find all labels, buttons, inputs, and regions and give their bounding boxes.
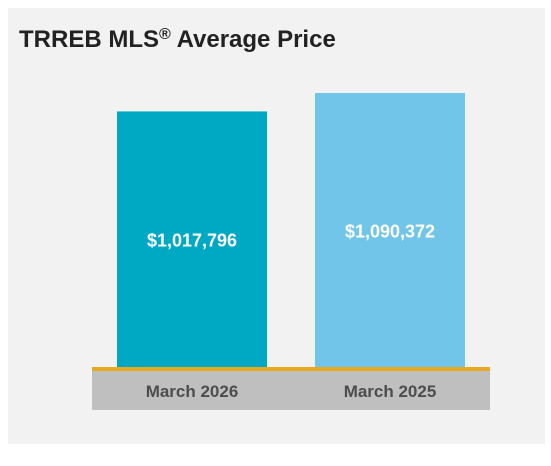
category-label-2: March 2025 — [344, 382, 437, 401]
bar-2 — [315, 92, 465, 370]
chart-title-main: TRREB MLS — [19, 26, 159, 53]
chart-title-registered-mark: ® — [159, 26, 171, 43]
category-band — [92, 370, 490, 410]
category-label-1: March 2026 — [146, 382, 239, 401]
baseline — [92, 367, 490, 371]
bar-chart: $1,017,796 March 2026 $1,090,372 March 2025 — [92, 92, 490, 410]
chart-panel: TRREB MLS® Average Price $1,017,796 March… — [8, 8, 545, 444]
chart-title: TRREB MLS® Average Price — [19, 26, 336, 54]
chart-title-rest: Average Price — [170, 26, 336, 53]
bars-group — [117, 92, 465, 370]
bar-value-label-1: $1,017,796 — [147, 231, 237, 251]
labels-group: $1,017,796 March 2026 $1,090,372 March 2025 — [146, 221, 437, 401]
bar-value-label-2: $1,090,372 — [345, 221, 435, 241]
bar-1 — [117, 111, 267, 370]
